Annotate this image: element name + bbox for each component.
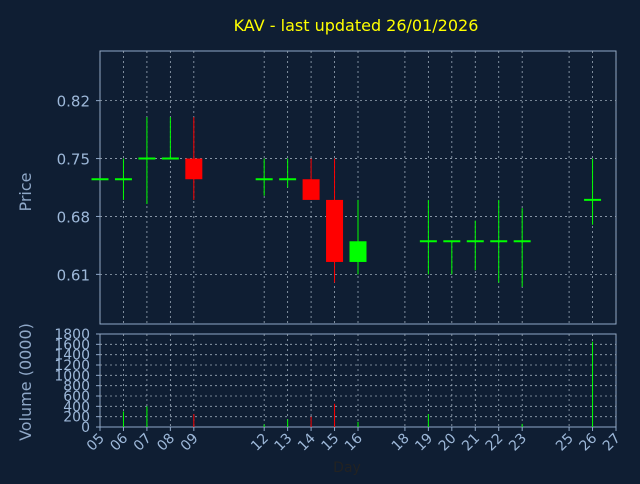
chart-title: KAV - last updated 26/01/2026	[234, 16, 479, 35]
price-tick-label: 0.75	[57, 151, 90, 169]
volume-axis-label: Volume (0000)	[16, 323, 35, 441]
price-axis-label: Price	[16, 172, 35, 211]
volume-tick-label: 0	[81, 420, 90, 436]
volume-tick-label: 1800	[54, 327, 90, 343]
price-tick-label: 0.82	[57, 93, 90, 111]
candle-body	[349, 241, 367, 262]
price-panel: 0.82 0.75 0.68 0.61	[57, 50, 617, 325]
price-tick-label: 0.61	[57, 266, 90, 284]
candle-body	[302, 179, 320, 200]
candle-body	[326, 199, 344, 262]
volume-tick-label: 600	[63, 389, 90, 405]
candle-body	[185, 158, 203, 180]
volume-tick-label: 200	[63, 410, 90, 426]
x-axis-label: Day	[333, 460, 361, 476]
volume-tick-label: 1600	[54, 337, 90, 353]
price-tick-label: 0.68	[57, 208, 90, 226]
volume-tick-label: 1400	[54, 348, 90, 364]
volume-tick-label: 400	[63, 399, 90, 415]
volume-tick-label: 800	[63, 379, 90, 395]
volume-tick-label: 1200	[54, 358, 90, 374]
volume-tick-label: 1000	[54, 368, 90, 384]
